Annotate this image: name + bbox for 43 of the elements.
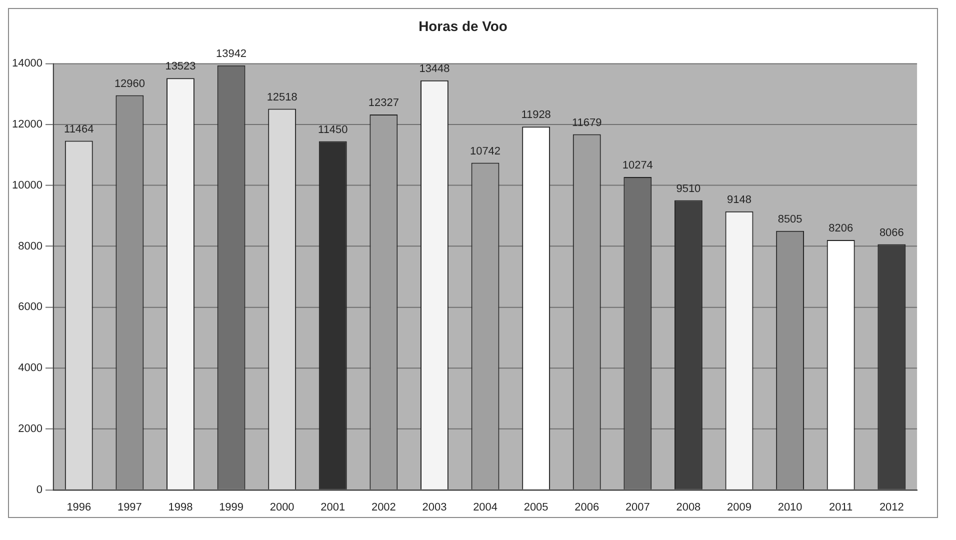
x-tick-label: 2011 <box>829 501 853 514</box>
data-label: 8505 <box>778 213 802 226</box>
data-label: 12960 <box>114 78 145 90</box>
x-tick-label: 2003 <box>422 501 447 514</box>
x-tick-label: 2012 <box>879 501 904 514</box>
x-tick-label: 2004 <box>473 501 498 514</box>
x-tick-label: 2001 <box>320 501 346 514</box>
x-tick-label: 2005 <box>524 501 548 514</box>
data-label: 11464 <box>64 123 94 136</box>
data-label: 9148 <box>727 194 752 206</box>
data-label: 10274 <box>622 160 653 172</box>
x-tick-label: 2006 <box>574 501 600 514</box>
y-tick-label: 14000 <box>12 58 43 70</box>
x-tick-label: 2007 <box>625 501 650 514</box>
y-tick-label: 8000 <box>18 240 43 252</box>
data-label: 13942 <box>216 48 247 60</box>
data-label: 12327 <box>368 97 399 110</box>
data-label: 11450 <box>318 124 348 136</box>
x-tick-label: 1996 <box>66 501 92 514</box>
x-tick-label: 1998 <box>168 501 193 514</box>
x-tick-label: 2002 <box>371 501 396 514</box>
data-label: 12518 <box>266 91 298 104</box>
y-tick-label: 12000 <box>12 118 43 131</box>
data-label: 13448 <box>419 62 450 75</box>
chart-title: Horas de Voo <box>418 18 508 34</box>
x-tick-label: 1997 <box>117 501 142 514</box>
x-tick-label: 2010 <box>778 501 802 514</box>
data-label: 11679 <box>572 116 602 129</box>
y-tick-label: 2000 <box>18 423 43 436</box>
x-tick-label: 2008 <box>676 501 701 514</box>
y-tick-label: 4000 <box>18 362 43 374</box>
y-tick-label: 6000 <box>18 301 43 314</box>
data-label: 8206 <box>828 222 854 235</box>
x-tick-label: 2000 <box>270 501 294 514</box>
y-tick-label: 10000 <box>12 179 43 192</box>
x-tick-label: 1999 <box>219 501 244 514</box>
data-label: 13523 <box>165 60 196 73</box>
data-label: 9510 <box>676 182 701 195</box>
data-label: 11928 <box>521 109 551 122</box>
data-label: 10742 <box>470 145 501 158</box>
x-tick-label: 2009 <box>727 501 752 514</box>
data-label: 8066 <box>879 226 904 239</box>
y-tick-label: 0 <box>36 484 43 496</box>
